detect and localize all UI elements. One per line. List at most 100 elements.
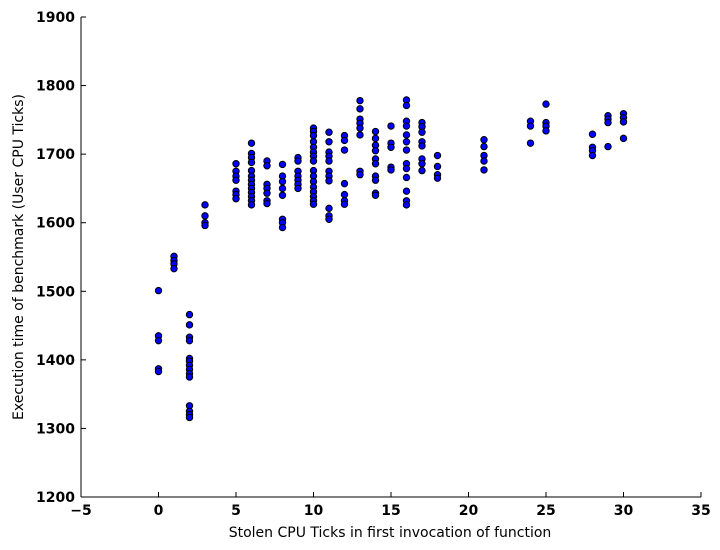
data-point: [154, 286, 163, 295]
data-point: [325, 204, 333, 213]
x-tick-label: 20: [459, 503, 479, 519]
data-point: [480, 157, 488, 165]
x-tick-label: 5: [231, 503, 241, 519]
data-point: [185, 413, 194, 422]
data-point: [340, 179, 349, 188]
data-point: [263, 189, 271, 197]
data-point: [185, 373, 194, 381]
y-tick-label: 1600: [36, 216, 75, 232]
data-point: [402, 146, 411, 154]
data-point: [247, 158, 256, 167]
data-point: [340, 200, 349, 208]
data-point: [433, 162, 442, 171]
x-tick-label: 0: [154, 503, 164, 519]
data-point: [371, 127, 380, 136]
x-tick-label: 35: [691, 503, 710, 519]
data-point: [387, 166, 395, 174]
y-tick-label: 1300: [36, 421, 75, 437]
data-point: [418, 142, 426, 150]
data-point: [371, 160, 380, 168]
data-point: [418, 160, 426, 168]
data-point: [325, 177, 333, 185]
data-point: [588, 151, 597, 160]
data-point: [185, 310, 194, 319]
data-point: [402, 122, 411, 130]
data-point: [542, 100, 550, 108]
data-point: [309, 157, 318, 165]
data-point: [387, 143, 395, 151]
data-point: [402, 173, 411, 182]
data-point: [309, 200, 318, 208]
data-point: [185, 321, 194, 329]
y-tick-label: 1500: [36, 284, 75, 300]
data-point: [433, 151, 442, 160]
data-point: [232, 160, 240, 168]
data-point: [278, 177, 287, 186]
data-point: [278, 191, 287, 199]
data-point: [418, 128, 426, 136]
data-points: [154, 96, 628, 422]
x-tick-label: 15: [381, 503, 400, 519]
x-tick-label: 30: [614, 503, 634, 519]
data-point: [356, 96, 364, 105]
data-point: [371, 134, 380, 143]
data-point: [356, 124, 364, 132]
data-point: [325, 157, 333, 165]
data-point: [371, 147, 380, 155]
data-point: [480, 166, 488, 174]
data-point: [402, 138, 411, 146]
data-point: [278, 160, 287, 169]
data-point: [201, 201, 209, 209]
x-tick-label: 25: [536, 503, 555, 519]
data-point: [542, 127, 550, 135]
data-point: [356, 131, 364, 139]
data-point: [232, 176, 240, 184]
data-point: [201, 221, 209, 230]
data-point: [480, 136, 488, 144]
data-point: [340, 136, 349, 145]
data-point: [247, 201, 256, 209]
y-tick-label: 1800: [36, 79, 75, 95]
data-point: [325, 138, 333, 146]
data-point: [263, 199, 271, 208]
data-point: [402, 201, 411, 209]
data-point: [247, 139, 256, 147]
data-point: [402, 187, 411, 195]
data-point: [154, 336, 163, 345]
data-point: [340, 190, 349, 199]
data-point: [278, 223, 287, 232]
x-tick-label: −5: [70, 503, 91, 519]
data-point: [402, 101, 411, 110]
data-point: [526, 139, 535, 147]
data-point: [480, 142, 488, 151]
y-axis-label: Execution time of benchmark (User CPU Ti…: [11, 94, 27, 420]
data-point: [371, 176, 380, 184]
data-point: [325, 128, 333, 136]
y-tick-label: 1200: [36, 490, 75, 506]
data-point: [278, 184, 287, 193]
data-point: [402, 131, 411, 139]
data-point: [356, 171, 364, 179]
data-point: [294, 184, 302, 193]
data-point: [309, 131, 318, 140]
data-point: [263, 162, 271, 170]
data-point: [232, 195, 240, 203]
x-axis-ticks: −5 0 5 10 15 20 25 30 35: [70, 492, 711, 519]
y-tick-label: 1900: [36, 10, 75, 26]
data-point: [201, 212, 209, 220]
data-point: [371, 191, 380, 199]
data-point: [588, 130, 597, 138]
data-point: [170, 264, 178, 273]
data-point: [154, 367, 163, 376]
data-point: [185, 336, 194, 345]
data-point: [402, 164, 411, 173]
data-point: [604, 118, 612, 127]
y-tick-label: 1400: [36, 353, 75, 369]
data-point: [294, 157, 302, 165]
data-point: [387, 122, 395, 130]
x-axis-label: Stolen CPU Ticks in first invocation of …: [229, 525, 552, 541]
data-point: [619, 134, 628, 143]
data-point: [418, 166, 426, 175]
y-axis-ticks: 1200 1300 1400 1500 1600 1700 1800 1900: [36, 10, 86, 506]
